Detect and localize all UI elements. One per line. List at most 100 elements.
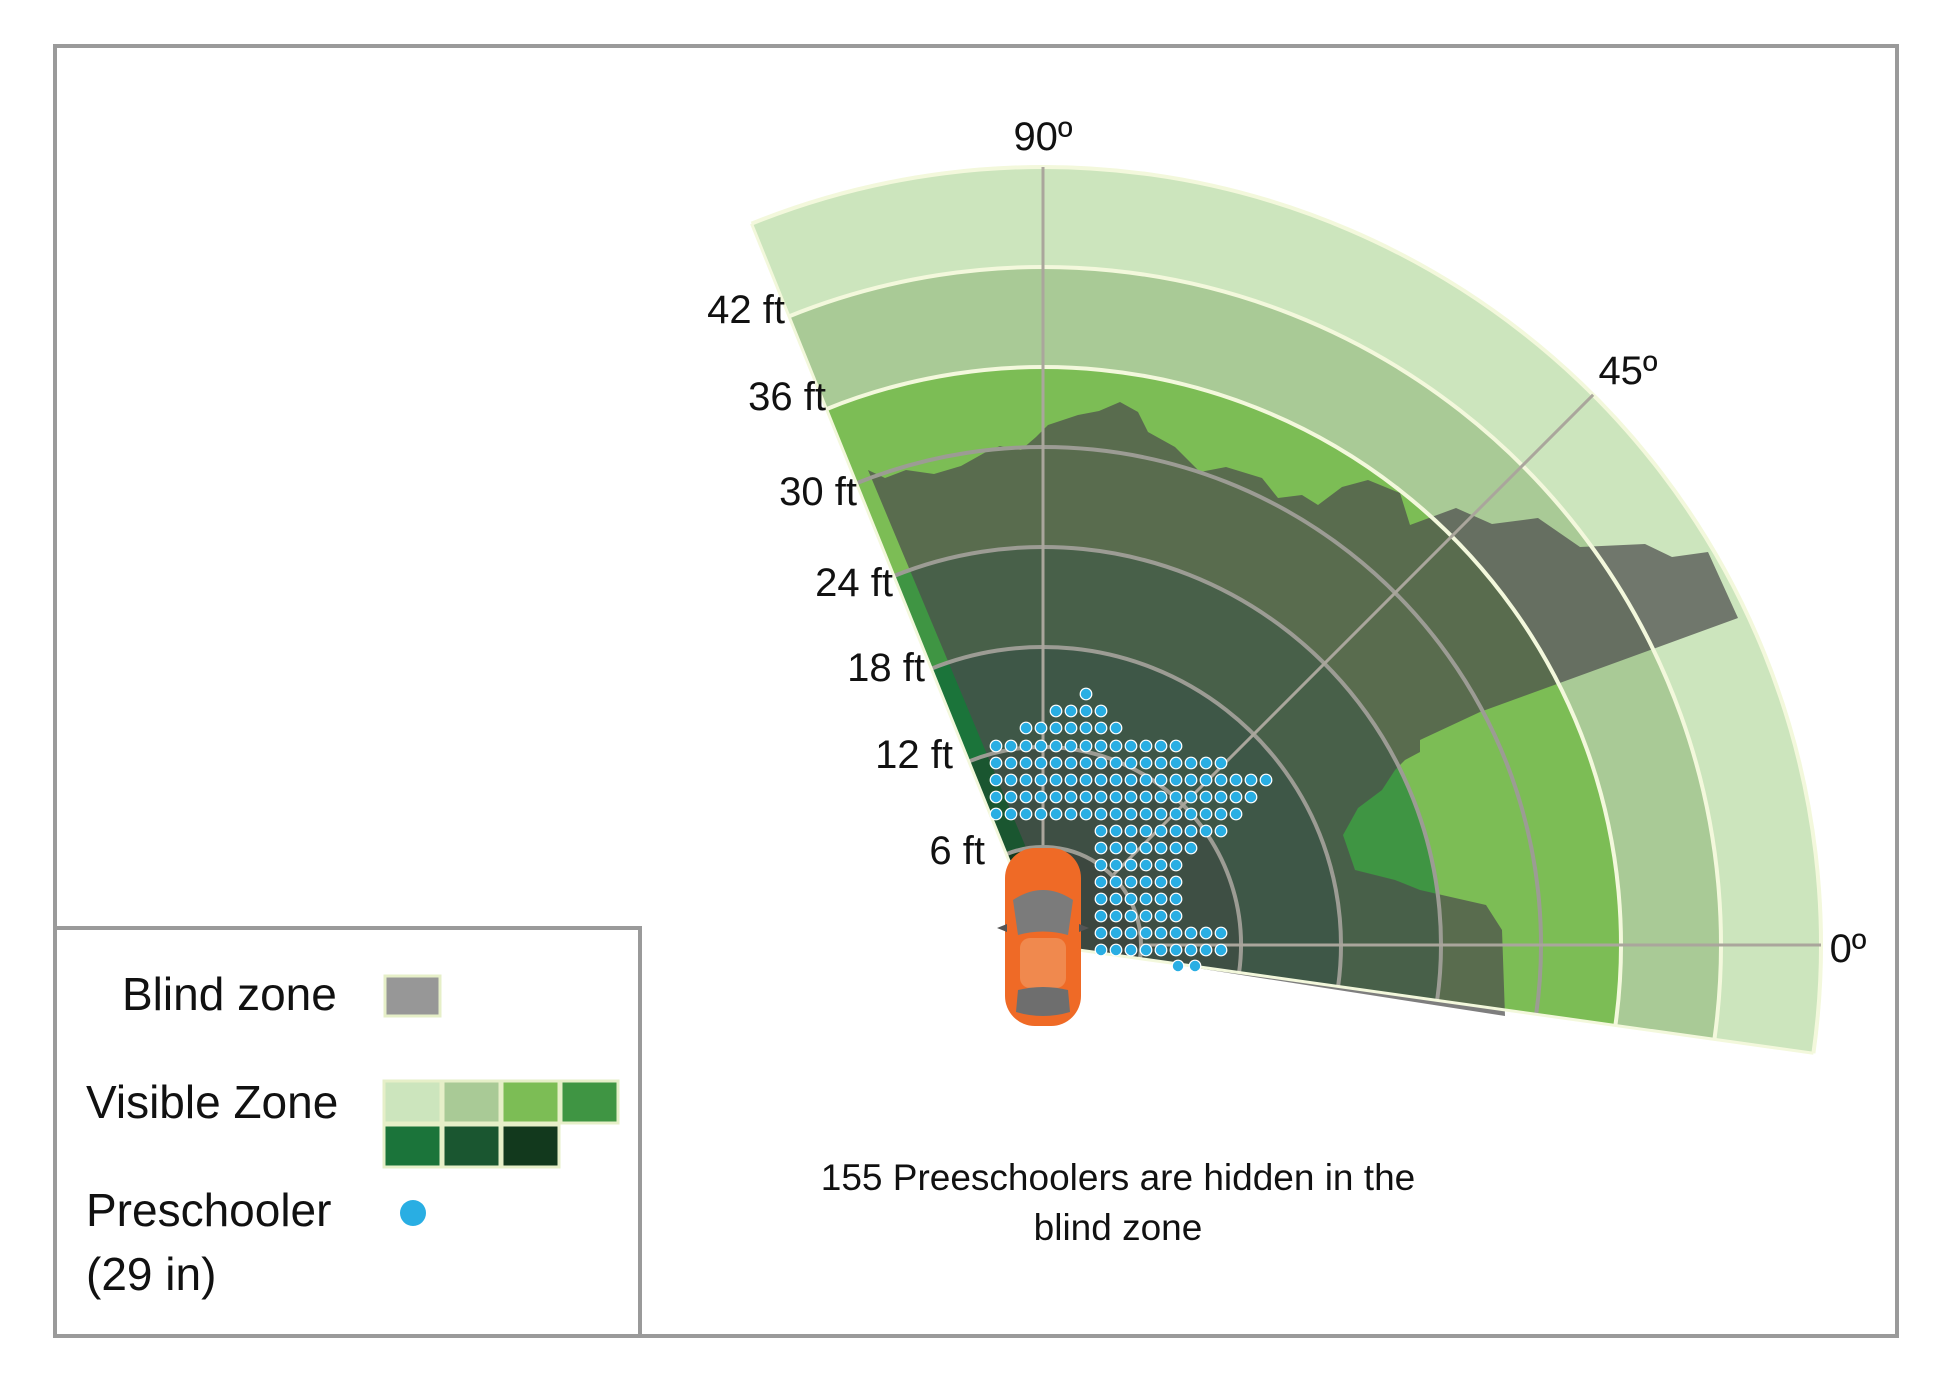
preschooler-dot — [1169, 807, 1183, 821]
preschooler-dot — [1004, 756, 1018, 770]
preschooler-dot — [1094, 841, 1108, 855]
preschooler-dot — [1139, 858, 1153, 872]
blind-zone-area — [868, 402, 1738, 1016]
legend-preschooler-size: (29 in) — [86, 1248, 216, 1300]
preschooler-dot — [1199, 807, 1213, 821]
preschooler-dot — [1004, 739, 1018, 753]
preschooler-dot — [1229, 807, 1243, 821]
preschooler-dot — [1154, 926, 1168, 940]
preschooler-dot — [1169, 790, 1183, 804]
preschooler-dot — [1169, 841, 1183, 855]
legend-visible-zone-swatch — [382, 1123, 443, 1169]
preschooler-dot — [1109, 909, 1123, 923]
preschooler-dot — [1139, 807, 1153, 821]
distance-label-36ft: 36 ft — [748, 375, 826, 419]
preschooler-dot — [1049, 773, 1063, 787]
preschooler-dot — [989, 756, 1003, 770]
preschooler-dot — [1154, 790, 1168, 804]
preschooler-dot — [1079, 687, 1093, 701]
preschooler-dots — [989, 687, 1273, 973]
preschooler-dot — [1169, 824, 1183, 838]
preschooler-dot — [1154, 807, 1168, 821]
preschooler-dot — [989, 807, 1003, 821]
preschooler-dot — [1034, 773, 1048, 787]
preschooler-dot — [1184, 926, 1198, 940]
legend-visible-zone-label: Visible Zone — [86, 1076, 338, 1128]
preschooler-dot — [1139, 875, 1153, 889]
preschooler-dot — [1199, 943, 1213, 957]
distance-label-18ft: 18 ft — [847, 646, 925, 690]
preschooler-dot — [1154, 858, 1168, 872]
preschooler-dot — [1034, 739, 1048, 753]
preschooler-dot — [1124, 943, 1138, 957]
preschooler-dot — [1124, 790, 1138, 804]
preschooler-dot — [1094, 739, 1108, 753]
visible-zone-band — [789, 267, 1721, 1040]
preschooler-dot — [1124, 756, 1138, 770]
preschooler-dot — [1154, 756, 1168, 770]
preschooler-dot — [1064, 773, 1078, 787]
preschooler-dot — [1188, 959, 1202, 973]
legend-visible-zone-swatch — [500, 1123, 561, 1169]
preschooler-dot — [1171, 959, 1185, 973]
preschooler-dot — [1004, 807, 1018, 821]
preschooler-dot — [1169, 926, 1183, 940]
preschooler-dot — [1259, 773, 1273, 787]
caption-line-1: 155 Preeschoolers are hidden in the — [821, 1157, 1415, 1198]
distance-ring-line — [788, 265, 1723, 1040]
distance-ring-line — [893, 545, 1443, 1001]
preschooler-dot — [1064, 704, 1078, 718]
preschooler-dot — [1109, 807, 1123, 821]
preschooler-dot — [1214, 807, 1228, 821]
preschooler-dot — [1229, 773, 1243, 787]
preschooler-dot — [1094, 892, 1108, 906]
preschooler-dot — [1139, 892, 1153, 906]
preschooler-dot — [1094, 926, 1108, 940]
preschooler-dot — [1109, 943, 1123, 957]
preschooler-dot — [1019, 739, 1033, 753]
distance-label-6ft: 6 ft — [929, 829, 985, 873]
preschooler-dot — [1154, 909, 1168, 923]
preschooler-dot — [1229, 790, 1243, 804]
preschooler-dot — [1109, 773, 1123, 787]
distance-ring-line — [930, 645, 1343, 987]
preschooler-dot — [1124, 875, 1138, 889]
preschooler-dot — [1094, 875, 1108, 889]
preschooler-dot — [1169, 858, 1183, 872]
preschooler-dot — [989, 773, 1003, 787]
preschooler-dot — [1019, 807, 1033, 821]
preschooler-dot — [1079, 739, 1093, 753]
preschooler-dot — [1109, 739, 1123, 753]
legend-visible-zone-swatches — [382, 1079, 620, 1169]
preschooler-dot — [1169, 909, 1183, 923]
legend-preschooler-label: Preschooler — [86, 1184, 331, 1236]
preschooler-dot — [1109, 721, 1123, 735]
preschooler-dot — [1139, 909, 1153, 923]
preschooler-dot — [1064, 721, 1078, 735]
preschooler-dot — [1169, 943, 1183, 957]
preschooler-dot — [1094, 721, 1108, 735]
preschooler-dot — [1049, 756, 1063, 770]
preschooler-dot — [1214, 824, 1228, 838]
preschooler-dot — [1064, 807, 1078, 821]
preschooler-dot — [1079, 756, 1093, 770]
preschooler-dot — [1109, 892, 1123, 906]
preschooler-dot — [1214, 943, 1228, 957]
preschooler-dot — [1184, 943, 1198, 957]
distance-ring-line — [855, 445, 1543, 1015]
preschooler-dot — [1064, 790, 1078, 804]
preschooler-dot — [1214, 926, 1228, 940]
preschooler-dot — [1139, 790, 1153, 804]
legend-visible-zone-swatch — [441, 1079, 502, 1125]
preschooler-dot — [1034, 790, 1048, 804]
preschooler-dot — [1109, 824, 1123, 838]
preschooler-dot — [1034, 756, 1048, 770]
distance-ring-line — [825, 365, 1624, 1026]
preschooler-dot — [1079, 721, 1093, 735]
preschooler-dot — [1244, 773, 1258, 787]
preschooler-dot — [1049, 704, 1063, 718]
preschooler-dot — [1214, 756, 1228, 770]
legend-visible-zone-swatch — [382, 1079, 443, 1125]
preschooler-dot — [1139, 824, 1153, 838]
distance-ring-line — [750, 164, 1823, 1054]
